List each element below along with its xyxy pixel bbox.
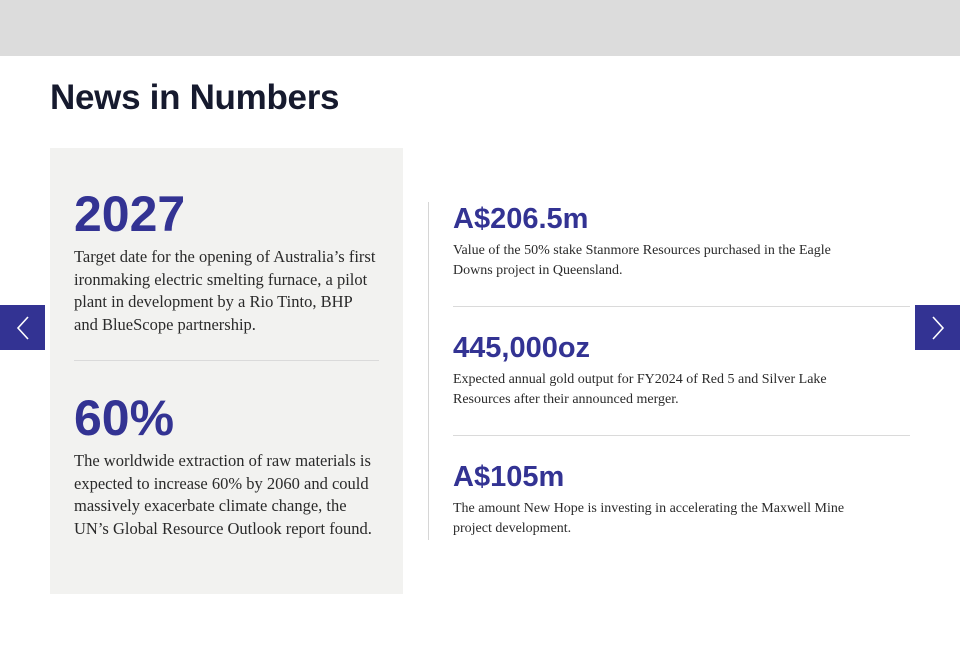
- featured-card: 2027 Target date for the opening of Aust…: [50, 148, 403, 594]
- stat-item: A$206.5m Value of the 50% stake Stanmore…: [453, 201, 910, 280]
- chevron-left-icon: [16, 315, 29, 340]
- stat-value: A$206.5m: [453, 203, 589, 235]
- stat-value: A$105m: [453, 461, 565, 493]
- divider: [453, 306, 910, 307]
- stat-value: 2027: [74, 186, 186, 242]
- divider: [74, 360, 379, 361]
- featured-stat: 60% The worldwide extraction of raw mate…: [74, 390, 379, 540]
- next-button[interactable]: [915, 305, 960, 350]
- stat-description: Value of the 50% stake Stanmore Resource…: [453, 243, 831, 278]
- previous-button[interactable]: [0, 305, 45, 350]
- featured-stat: 2027 Target date for the opening of Aust…: [74, 186, 379, 336]
- stat-description: The worldwide extraction of raw material…: [74, 451, 372, 538]
- stat-description: The amount New Hope is investing in acce…: [453, 501, 845, 536]
- stat-description: Target date for the opening of Australia…: [74, 247, 376, 334]
- stat-description: Expected annual gold output for FY2024 o…: [453, 372, 827, 407]
- page-title: News in Numbers: [50, 78, 340, 117]
- chevron-right-icon: [931, 315, 944, 340]
- stat-item: A$105m The amount New Hope is investing …: [453, 459, 910, 538]
- divider: [453, 435, 910, 436]
- column-divider: [428, 202, 429, 540]
- top-bar: [0, 0, 960, 56]
- stat-value: 60%: [74, 390, 175, 446]
- stat-value: 445,000oz: [453, 332, 591, 364]
- stat-item: 445,000oz Expected annual gold output fo…: [453, 330, 910, 409]
